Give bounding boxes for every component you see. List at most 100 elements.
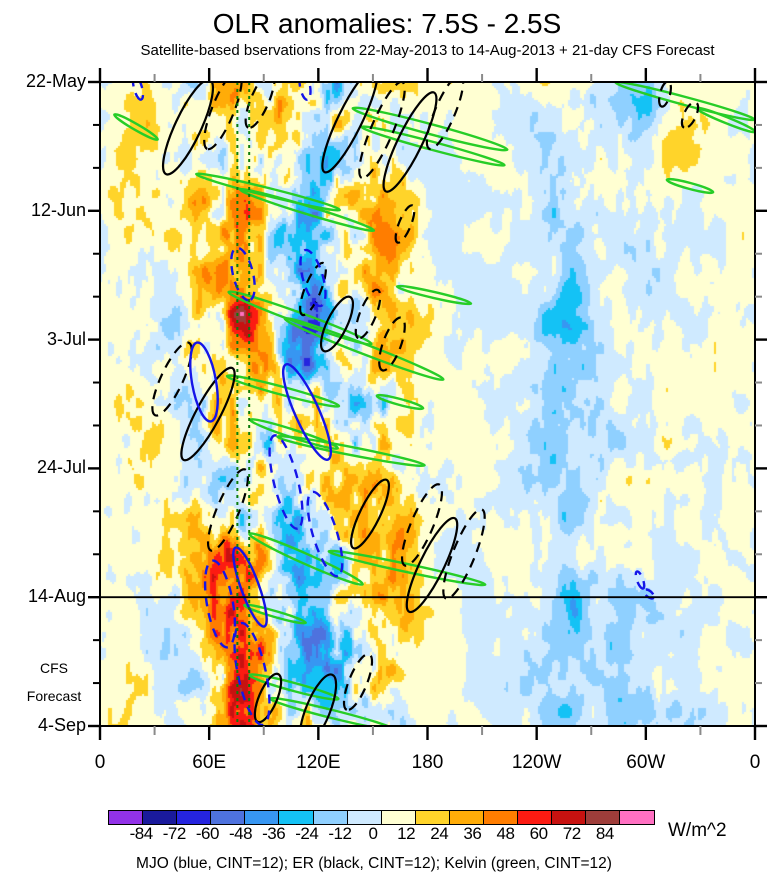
kelvin-wave-contour	[194, 172, 342, 212]
kelvin-wave-contour	[243, 603, 307, 625]
colorbar-tick-label: 84	[595, 824, 614, 843]
er-wave-contour	[400, 483, 444, 567]
mjo-contour	[299, 248, 327, 308]
er-wave-contour	[244, 82, 276, 129]
er-wave-contour	[425, 82, 465, 151]
kelvin-wave-contour	[665, 177, 715, 195]
er-wave-contour	[394, 204, 416, 244]
mjo-contour	[642, 588, 656, 600]
kelvin-wave-contour	[283, 316, 445, 382]
er-wave-contour	[206, 468, 250, 552]
y-tick-label: 14-Aug	[27, 586, 86, 607]
colorbar-tick-label: -12	[328, 824, 352, 843]
er-wave-contour	[658, 82, 672, 108]
colorbar-unit: W/m^2	[668, 820, 727, 841]
colorbar-segment	[586, 811, 621, 824]
y-tick-label: 4-Sep	[37, 715, 86, 735]
mjo-contour	[298, 82, 312, 102]
mjo-contour	[306, 490, 344, 578]
x-tick-label: 0	[749, 752, 761, 773]
colorbar-tick-label: -24	[295, 824, 319, 843]
chart-title: OLR anomalies: 7.5S - 2.5S	[212, 8, 562, 39]
kelvin-wave-contour	[249, 418, 339, 450]
kelvin-wave-contour	[238, 187, 376, 233]
kelvin-wave-contour	[614, 82, 755, 122]
mjo-contour	[281, 363, 333, 461]
y-tick-label: 12-Jun	[30, 199, 86, 220]
colorbar-segment	[518, 811, 553, 824]
colorbar-tick-label: 24	[430, 824, 449, 843]
x-tick-label: 60E	[192, 752, 227, 773]
colorbar-segment	[415, 811, 450, 824]
kelvin-wave-contour	[695, 106, 755, 134]
er-wave-contour	[442, 508, 486, 600]
er-wave-contour	[349, 478, 391, 550]
er-wave-contour	[319, 295, 355, 353]
er-wave-contour	[321, 82, 379, 174]
er-wave-contour	[342, 652, 374, 712]
x-tick-label: 0	[94, 752, 106, 773]
colorbar-segment	[381, 811, 416, 824]
mjo-contour	[203, 559, 237, 649]
er-wave-contour	[299, 261, 327, 317]
colorbar-tick-label: 48	[496, 824, 515, 843]
chart-subtitle: Satellite-based bservations from 22-May-…	[140, 42, 715, 59]
er-wave-contour	[405, 516, 459, 614]
mjo-contour	[233, 621, 271, 726]
mjo-contour	[189, 341, 219, 423]
y-tick-label: 3-Jul	[46, 328, 86, 349]
forecast-label-cfs: CFS	[40, 660, 68, 676]
x-tick-label: 120E	[296, 752, 341, 773]
mjo-contour	[634, 570, 646, 590]
legend-caption: MJO (blue, CINT=12); ER (black, CINT=12)…	[136, 855, 612, 872]
colorbar-segment	[313, 811, 348, 824]
er-wave-contour	[180, 366, 236, 462]
er-wave-contour	[151, 341, 193, 417]
colorbar-tick-label: 72	[562, 824, 581, 843]
colorbar-tick-label: 60	[529, 824, 548, 843]
kelvin-wave-contour	[327, 549, 487, 587]
kelvin-wave-contour	[276, 434, 426, 468]
colorbar-tick-label: 12	[397, 824, 416, 843]
colorbar-tick-label: -60	[195, 824, 220, 843]
mjo-contour	[268, 434, 304, 530]
colorbar-segment	[347, 811, 382, 824]
colorbar-tick-label: -48	[228, 824, 253, 843]
colorbar-segment	[109, 811, 144, 824]
x-tick-label: 180	[411, 752, 444, 773]
er-wave-contour	[354, 288, 382, 340]
colorbar-segment	[484, 811, 519, 824]
colorbar-segment	[552, 811, 587, 824]
forecast-label-forecast: Forecast	[26, 688, 82, 704]
kelvin-wave-contour	[113, 113, 159, 141]
y-tick-label: 24-Jul	[36, 457, 86, 478]
er-wave-contour	[161, 82, 215, 176]
kelvin-wave-contour	[225, 374, 341, 408]
er-wave-contour	[382, 91, 438, 193]
colorbar-segment	[449, 811, 485, 824]
colorbar-tick-label: -84	[129, 824, 154, 843]
er-wave-contour	[203, 82, 243, 151]
y-tick-label: 22-May	[25, 71, 86, 91]
colorbar	[108, 810, 655, 825]
x-tick-label: 120W	[511, 752, 562, 773]
er-wave-contour	[378, 316, 406, 372]
kelvin-wave-contour	[375, 393, 425, 411]
colorbar-segment	[177, 811, 212, 824]
wave-contours-group	[113, 82, 755, 726]
er-wave-contour	[298, 673, 338, 726]
colorbar-tick-label: 36	[463, 824, 482, 843]
colorbar-tick-label: 0	[368, 824, 378, 843]
colorbar-segment	[245, 811, 280, 824]
colorbar-segment	[143, 811, 178, 824]
mjo-contour	[232, 546, 268, 628]
colorbar-tick-label: -36	[262, 824, 286, 843]
colorbar-tick-label: -72	[162, 824, 187, 843]
kelvin-wave-contour	[248, 532, 364, 586]
colorbar-segment	[620, 811, 654, 824]
x-tick-label: 60W	[626, 752, 666, 773]
colorbar-segment	[279, 811, 314, 824]
mjo-contour	[131, 82, 145, 101]
